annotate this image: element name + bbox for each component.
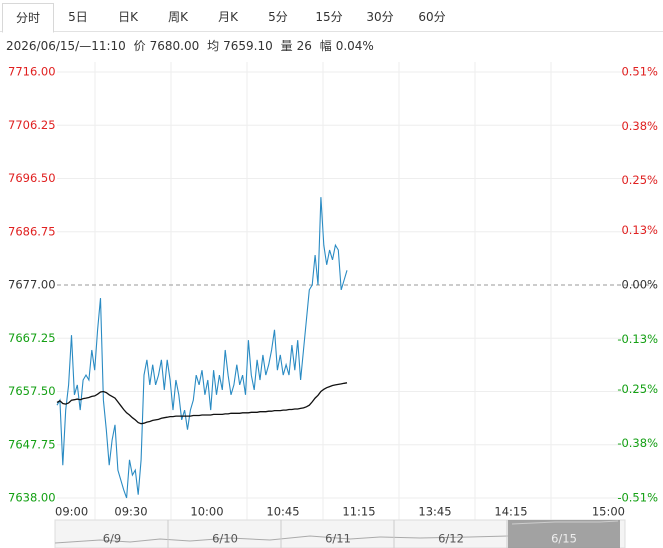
y-tick-label: 7657.50 xyxy=(8,384,56,398)
navigator-date: 6/10 xyxy=(212,532,238,546)
x-tick-label: 14:15 xyxy=(494,505,527,519)
y-tick-label: 7716.00 xyxy=(8,65,56,79)
info-value: 26 xyxy=(296,39,312,53)
tab[interactable]: 月K xyxy=(218,10,238,24)
info-value: 0.04% xyxy=(335,39,374,53)
average-line xyxy=(56,382,348,425)
x-tick-label: 15:00 xyxy=(592,505,625,519)
y2-tick-label: 0.25% xyxy=(621,173,658,187)
y-tick-label: 7638.00 xyxy=(8,491,56,505)
navigator-date: 6/15 xyxy=(551,532,577,546)
navigator-labels: 6/9 6/10 6/11 6/12 6/15 xyxy=(103,520,577,548)
y2-tick-label: -0.25% xyxy=(617,382,658,396)
info-label: 量 xyxy=(280,39,293,53)
y-tick-label: 7647.75 xyxy=(8,437,56,451)
y-tick-label: 7696.50 xyxy=(8,171,56,185)
x-tick-label: 10:45 xyxy=(266,505,299,519)
y2-tick-label: 0.38% xyxy=(621,119,658,133)
x-tick-label: 09:30 xyxy=(114,505,147,519)
navigator-date: 6/9 xyxy=(103,532,122,546)
info-label: 均 xyxy=(207,39,220,53)
navigator-sparkline xyxy=(54,535,509,544)
y-tick-label: 7667.25 xyxy=(8,331,56,345)
info-value: 7680.00 xyxy=(149,39,200,53)
navigator-date: 6/12 xyxy=(438,532,464,546)
tab[interactable]: 日K xyxy=(118,10,138,24)
y2-tick-label: 0.00% xyxy=(621,278,658,292)
info-bar: 2026/06/15/—11:10 价 7680.00 均 7659.10 量 26 … xyxy=(6,37,378,54)
y2-tick-label: -0.51% xyxy=(617,491,658,505)
tab[interactable]: 5日 xyxy=(68,10,88,24)
y2-tick-label: 0.51% xyxy=(621,65,658,79)
info-label: 幅 xyxy=(319,39,332,53)
y-tick-label: 7677.00 xyxy=(8,278,56,292)
y2-tick-label: -0.38% xyxy=(617,436,658,450)
info-time: 2026/06/15/—11:10 xyxy=(6,39,126,53)
tab[interactable]: 30分 xyxy=(366,10,394,24)
tab[interactable]: 15分 xyxy=(315,10,343,24)
x-tick-label: 09:00 xyxy=(55,505,88,519)
price-line xyxy=(56,197,348,499)
plot: 7716.00 7706.25 7696.50 7686.75 7677.00 7667.… xyxy=(8,62,658,521)
y-tick-label: 7686.75 xyxy=(8,224,56,238)
x-tick-label: 10:00 xyxy=(190,505,223,519)
tab[interactable]: 5分 xyxy=(268,10,288,24)
info-value: 7659.10 xyxy=(223,39,273,53)
tab[interactable]: 周K xyxy=(168,10,188,24)
info-label: 价 xyxy=(133,39,146,53)
tab[interactable]: 分时 xyxy=(2,3,54,33)
tab-bar: 分时 5日 日K 周K 月K 5分 15分 30分 60分 xyxy=(0,0,663,33)
tab[interactable]: 60分 xyxy=(418,10,446,24)
y2-tick-label: -0.13% xyxy=(617,332,658,346)
navigator-date: 6/11 xyxy=(325,532,351,546)
navigator-window[interactable] xyxy=(508,520,620,548)
y-tick-label: 7706.25 xyxy=(8,118,56,132)
x-tick-label: 11:15 xyxy=(342,505,375,519)
x-tick-label: 13:45 xyxy=(418,505,451,519)
y2-tick-label: 0.13% xyxy=(621,223,658,237)
navigator-sparkline xyxy=(511,520,619,525)
